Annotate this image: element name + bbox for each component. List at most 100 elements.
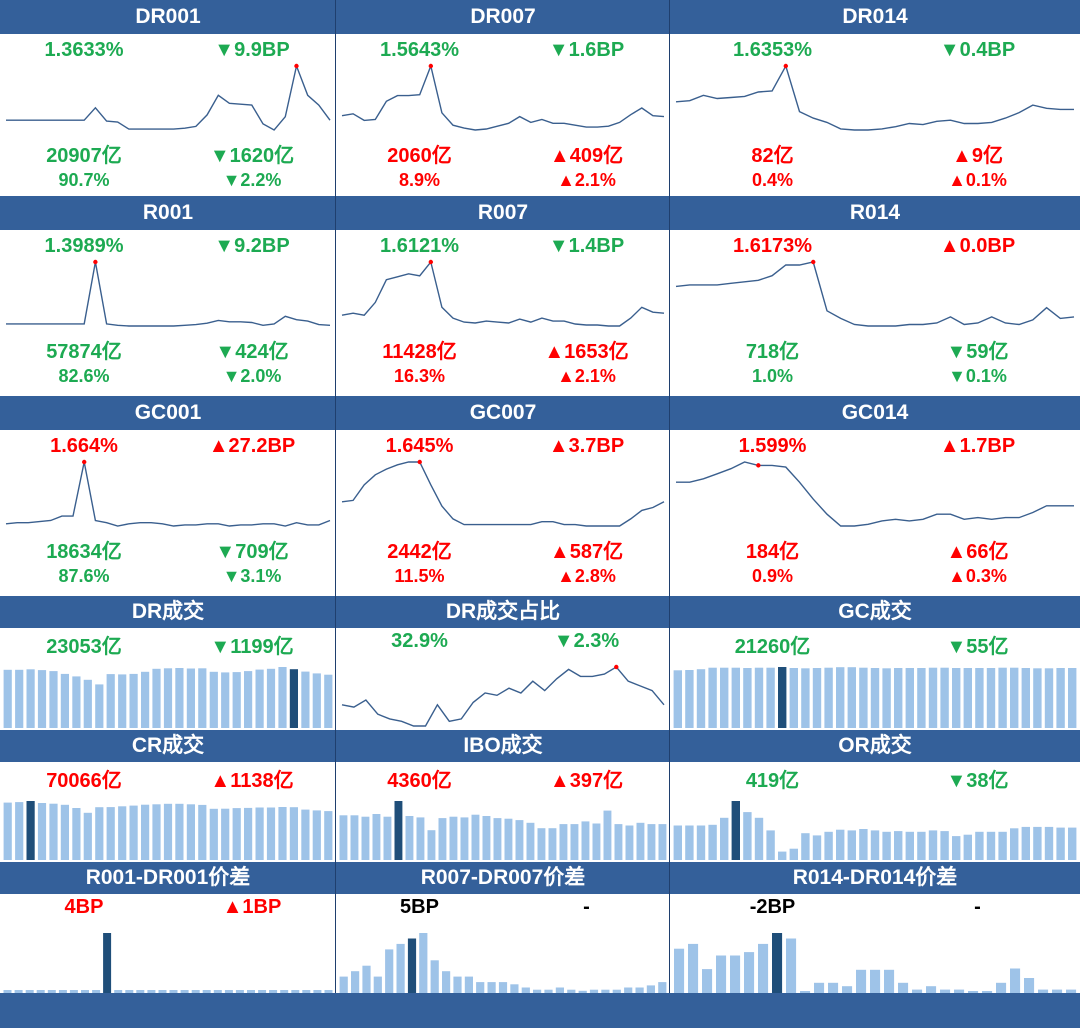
volume-value: 20907亿 — [46, 145, 122, 167]
bar — [674, 948, 685, 993]
bar — [278, 667, 287, 728]
bar — [269, 990, 278, 993]
bar — [812, 668, 822, 728]
volume-change: ▼59亿 — [946, 341, 1009, 363]
bar — [129, 673, 138, 728]
panel-title: DR成交 — [0, 596, 336, 628]
bar — [828, 982, 839, 993]
bar — [302, 990, 311, 993]
share-change: ▲0.1% — [948, 170, 1007, 190]
panel-title: DR014 — [670, 0, 1080, 34]
bar — [278, 807, 287, 860]
panel-12: CR成交 70066亿 ▲1138亿 — [0, 730, 336, 862]
bar — [235, 990, 244, 993]
rate-value: 1.6173% — [733, 235, 812, 257]
bar — [449, 816, 458, 860]
bar — [940, 831, 949, 860]
bar — [92, 990, 101, 993]
panel-14: OR成交 419亿 ▼38亿 — [670, 730, 1080, 862]
panel-title: GC001 — [0, 396, 336, 430]
bar — [1010, 667, 1019, 728]
panel-2: DR014 1.6353% ▼0.4BP 82亿 ▲9亿 0.4% ▲0.1% — [670, 0, 1080, 196]
bar — [186, 804, 195, 860]
bar — [289, 807, 298, 860]
summary-change: ▲1138亿 — [210, 770, 294, 792]
share-change: ▼0.1% — [948, 366, 1007, 386]
bar — [26, 801, 35, 860]
bar — [301, 809, 310, 860]
bar — [917, 831, 926, 860]
bar — [312, 673, 321, 728]
column-divider — [335, 0, 336, 993]
bar — [544, 989, 553, 993]
rate-change: ▲3.7BP — [548, 435, 625, 457]
bar-chart — [339, 933, 667, 993]
line-chart — [341, 259, 665, 327]
volume-value: 57874亿 — [46, 341, 122, 363]
bar — [15, 802, 24, 860]
bar — [754, 817, 764, 860]
bar — [232, 808, 241, 860]
share-change: ▲2.1% — [557, 366, 616, 386]
line-chart — [676, 461, 1074, 527]
bar — [515, 820, 524, 860]
rate-change: ▲27.2BP — [208, 435, 296, 457]
bar — [685, 670, 694, 728]
volume-value: 11428亿 — [382, 341, 457, 363]
bar — [209, 808, 218, 860]
summary-change: ▼1199亿 — [210, 636, 294, 658]
share-value: 82.6% — [58, 366, 110, 386]
bar — [453, 976, 462, 993]
volume-value: 82亿 — [751, 145, 794, 167]
bar — [708, 824, 717, 860]
bar — [526, 822, 535, 860]
bar — [898, 982, 909, 993]
bar — [175, 803, 184, 860]
panel-title: IBO成交 — [336, 730, 670, 762]
bar — [696, 825, 706, 860]
bar — [191, 990, 200, 993]
bar — [324, 674, 333, 728]
bar — [60, 673, 69, 728]
line-chart — [675, 259, 1075, 327]
bar-chart — [674, 933, 1077, 993]
bar — [716, 955, 727, 993]
bar — [1052, 989, 1063, 993]
bar — [504, 818, 513, 860]
column-divider — [669, 0, 670, 993]
bar — [986, 668, 996, 728]
bar — [1068, 827, 1077, 860]
bar-chart — [3, 801, 333, 860]
bar — [870, 830, 880, 860]
panel-6: GC001 1.664% ▲27.2BP 18634亿 ▼709亿 87.6% ▼3.1% — [0, 396, 336, 596]
peak-point — [783, 63, 788, 69]
bar — [754, 667, 764, 728]
bar — [498, 982, 508, 993]
bar — [548, 828, 557, 860]
bar — [998, 667, 1007, 728]
bar — [37, 803, 47, 860]
bar — [136, 990, 145, 993]
bar — [859, 667, 868, 728]
bar — [998, 831, 1007, 860]
rate-value: 1.5643% — [380, 39, 459, 61]
panel-17: R014-DR014价差 -2BP - — [670, 862, 1080, 993]
summary-change: ▼55亿 — [946, 636, 1009, 658]
bar — [47, 990, 56, 993]
bar — [743, 668, 752, 728]
bar — [975, 668, 984, 728]
bar — [25, 990, 34, 993]
bar — [510, 984, 519, 993]
volume-change: ▼424亿 — [215, 341, 289, 363]
panel-title: GC成交 — [670, 596, 1080, 628]
panel-title: R014-DR014价差 — [670, 862, 1080, 894]
bar — [81, 990, 89, 993]
bar — [72, 808, 81, 860]
panel-title: R001 — [0, 196, 336, 230]
bar — [688, 943, 699, 993]
share-value: 16.3% — [393, 366, 446, 386]
summary-value: 5BP — [400, 896, 439, 918]
rate-value: 1.645% — [385, 435, 454, 457]
bar — [175, 668, 184, 728]
bar — [789, 668, 798, 728]
